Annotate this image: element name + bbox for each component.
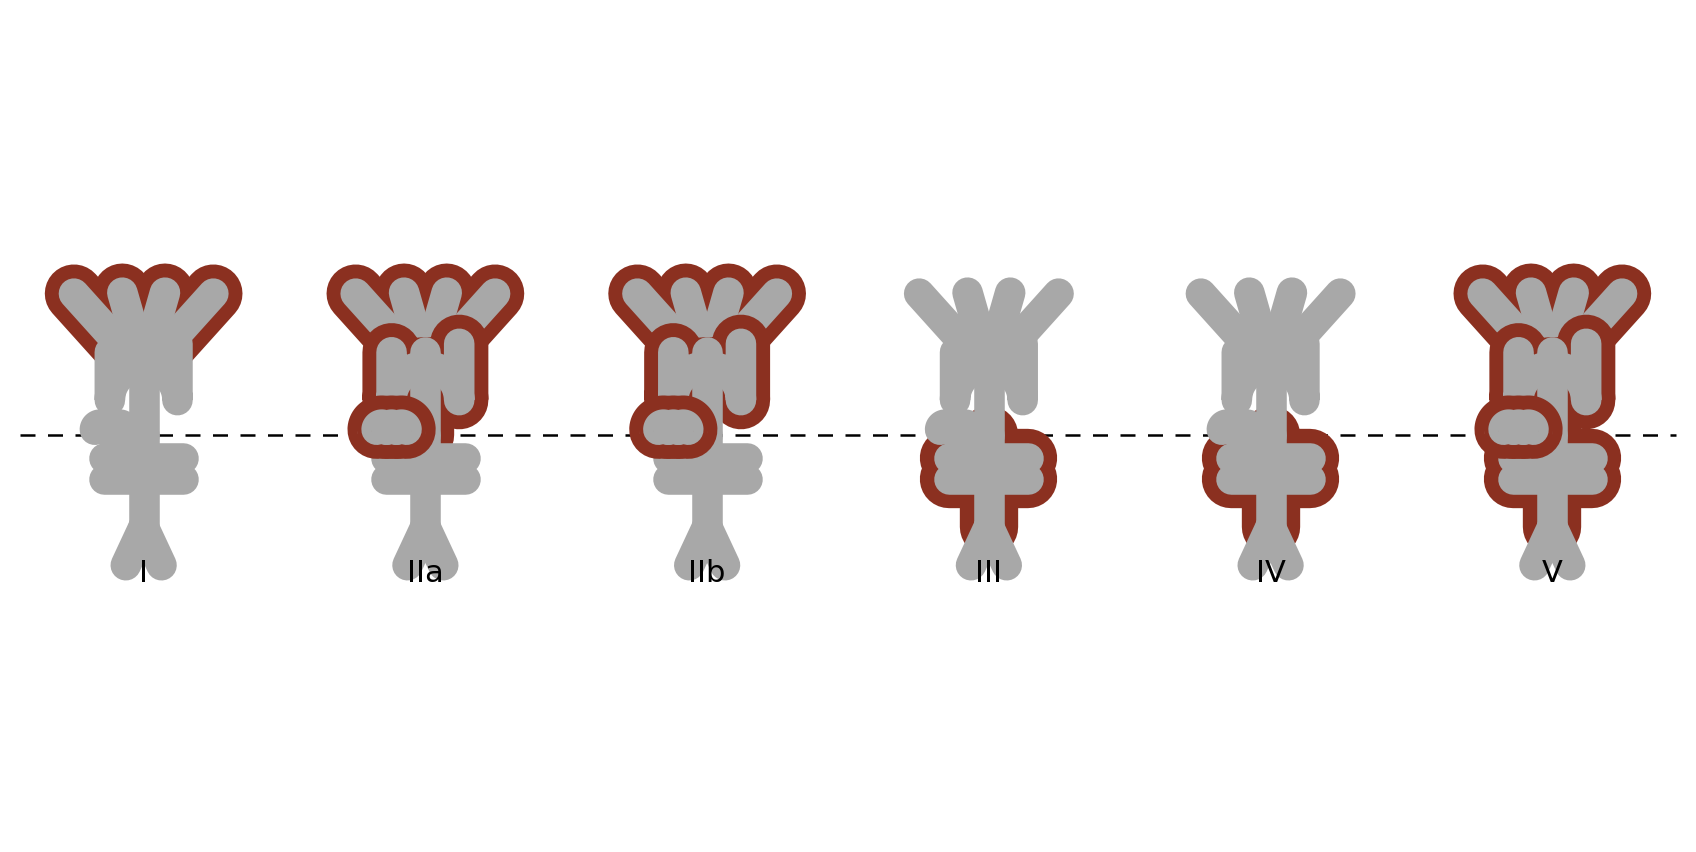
Text: III: III: [975, 558, 1002, 587]
Text: IV: IV: [1255, 558, 1286, 587]
Text: IIb: IIb: [689, 558, 726, 587]
Text: I: I: [139, 558, 148, 587]
Text: V: V: [1542, 558, 1562, 587]
Text: IIa: IIa: [407, 558, 444, 587]
